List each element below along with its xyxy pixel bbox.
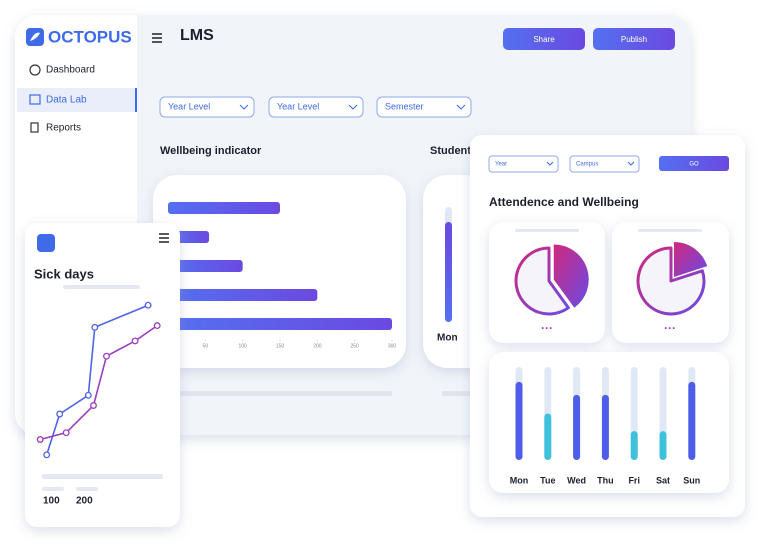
x-tick-label: 50 <box>203 343 209 349</box>
point <box>90 402 97 409</box>
filter-dropdown[interactable] <box>159 96 255 118</box>
nav-item[interactable]: Reports <box>46 123 81 134</box>
nav-item[interactable]: Data Lab <box>46 95 87 106</box>
footer-label: 200 <box>76 496 93 507</box>
x-tick-label: Sat <box>656 475 670 485</box>
filter-label[interactable]: Campus <box>576 162 598 168</box>
card-title: Sick days <box>34 266 94 281</box>
bar <box>544 413 552 460</box>
card-title: Attendence and Wellbeing <box>489 195 639 209</box>
share-button[interactable] <box>503 28 585 50</box>
point <box>131 337 139 345</box>
x-tick-label: Tue <box>540 475 555 485</box>
point <box>62 429 70 437</box>
x-tick-label: Fri <box>628 475 640 485</box>
svg-text:···: ··· <box>541 321 553 335</box>
bar <box>168 260 243 272</box>
x-tick-label: Thu <box>597 475 614 485</box>
x-tick-label: 250 <box>350 343 359 349</box>
chevron <box>348 104 358 110</box>
pie-slice <box>673 241 708 277</box>
bar <box>168 202 280 214</box>
x-tick-label: 150 <box>276 343 285 349</box>
bar <box>659 431 667 460</box>
chevron <box>456 104 466 110</box>
button-label[interactable]: Publish <box>621 35 647 44</box>
x-tick-label: Sun <box>683 475 700 485</box>
pie-slice <box>553 244 589 308</box>
nav-item[interactable]: Dashboard <box>46 65 95 76</box>
filter-label: Semester <box>385 101 424 111</box>
point <box>91 323 99 331</box>
filter-label: Year Level <box>168 101 210 111</box>
point <box>56 410 64 418</box>
x-tick-label: Wed <box>567 475 586 485</box>
point <box>43 451 51 459</box>
filter-dropdown[interactable] <box>376 96 472 118</box>
bar <box>630 431 638 460</box>
chevron <box>239 104 249 110</box>
bar <box>515 381 523 460</box>
button-label[interactable]: GO <box>689 162 699 168</box>
button-label[interactable]: Share <box>533 35 555 44</box>
point <box>84 391 92 399</box>
publish-button[interactable] <box>593 28 675 50</box>
footer-label: 100 <box>43 496 60 507</box>
point <box>153 322 161 330</box>
point <box>103 352 110 360</box>
x-tick-label: 100 <box>238 343 247 349</box>
pie-slice <box>636 246 706 316</box>
page-title: LMS <box>180 27 214 44</box>
bar <box>688 381 696 460</box>
bar <box>573 394 581 460</box>
filter-label[interactable]: Year <box>495 162 507 168</box>
bar <box>601 394 609 460</box>
line <box>39 324 158 441</box>
go-button[interactable] <box>659 156 729 171</box>
brand: OCTOPUS <box>48 27 132 46</box>
filter-label: Year Level <box>277 101 319 111</box>
sick-days-card: Sick days 100 200 <box>25 223 180 527</box>
x-tick-label: 300 <box>388 343 397 349</box>
bar <box>168 289 318 301</box>
point <box>36 436 44 443</box>
attendance-card: Year Campus GO Attendence and Wellbeing … <box>470 135 745 517</box>
pie-slice <box>514 246 570 316</box>
x-tick-label: Mon <box>437 333 458 344</box>
x-tick-label: Mon <box>510 475 529 485</box>
svg-text:···: ··· <box>664 321 676 335</box>
point <box>144 301 152 309</box>
bar <box>445 221 452 322</box>
section-title: Wellbeing indicator <box>160 145 262 157</box>
section-title: Student <box>430 145 471 157</box>
x-tick-label: 200 <box>313 343 322 349</box>
bar <box>168 318 392 330</box>
filter-dropdown[interactable] <box>268 96 364 118</box>
